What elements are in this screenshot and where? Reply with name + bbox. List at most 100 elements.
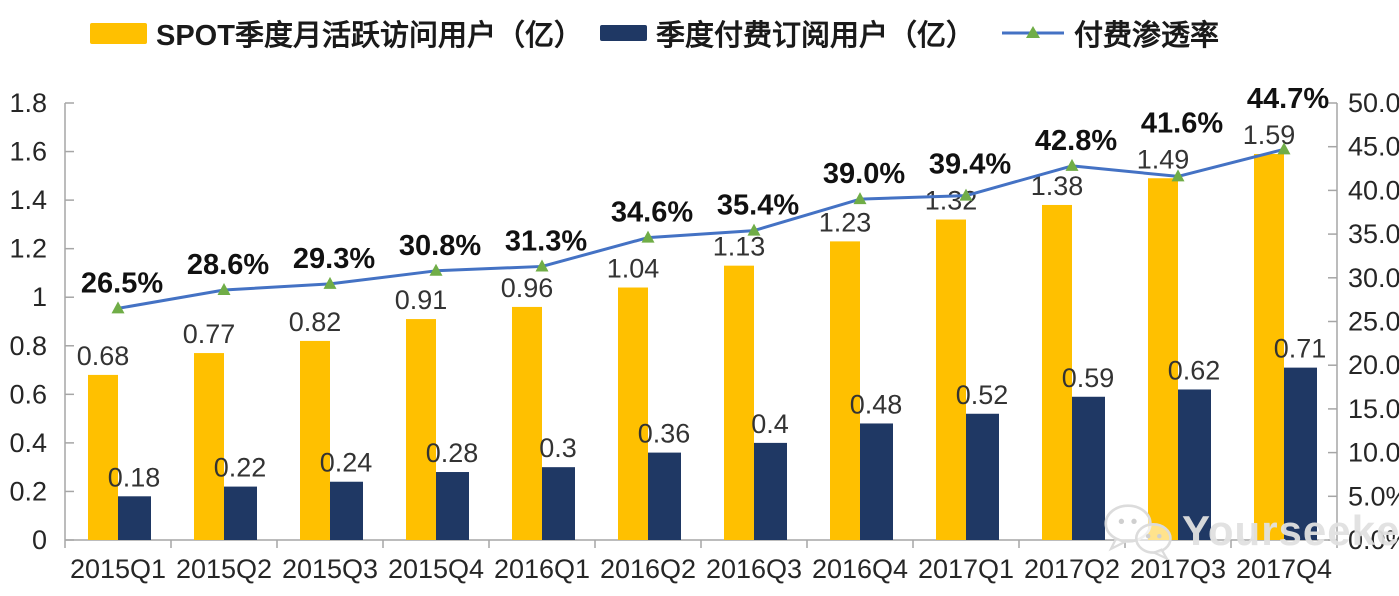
legend-line-marker-icon (1002, 26, 1064, 38)
legend-swatch-mau-icon (90, 22, 147, 44)
bar-label-subs: 0.3 (539, 433, 577, 463)
bar-subs-2015Q1 (118, 496, 151, 540)
legend-swatch-subs-icon (600, 25, 647, 41)
bar-mau-2016Q3 (724, 265, 754, 540)
x-axis-label: 2017Q4 (1236, 554, 1332, 584)
bar-mau-2017Q3 (1148, 178, 1178, 540)
right-axis-tick-label: 15.0% (1348, 394, 1399, 424)
line-marker-icon (323, 276, 337, 289)
x-axis-label: 2016Q3 (706, 554, 802, 584)
bar-subs-2017Q4 (1284, 367, 1317, 540)
legend-item-subs: 季度付费订阅用户（亿） (600, 16, 975, 52)
percent-label: 39.0% (823, 158, 905, 190)
bar-label-mau: 1.13 (713, 232, 766, 262)
bar-mau-2015Q1 (88, 374, 118, 540)
left-axis-tick-label: 1.6 (9, 137, 47, 167)
line-marker-icon (747, 223, 761, 236)
x-axis-label: 2015Q1 (70, 554, 166, 584)
legend-item-penetration: 付费渗透率 (1001, 16, 1219, 52)
legend-label-penetration: 付费渗透率 (1074, 20, 1220, 52)
line-marker-icon (1277, 142, 1291, 155)
x-axis-label: 2015Q4 (388, 554, 484, 584)
x-axis-label: 2017Q2 (1024, 554, 1120, 584)
right-axis-tick-label: 5.0% (1348, 481, 1399, 511)
x-axis-label: 2017Q3 (1130, 554, 1226, 584)
line-marker-icon (535, 259, 549, 272)
line-marker-icon (217, 283, 231, 296)
left-axis-tick-label: 1.8 (9, 88, 47, 118)
bar-subs-2016Q1 (542, 467, 575, 540)
bar-label-subs: 0.62 (1168, 355, 1221, 385)
percent-label: 42.8% (1035, 125, 1117, 157)
bar-label-subs: 0.48 (850, 389, 903, 419)
bar-label-subs: 0.24 (320, 448, 373, 478)
x-axis-label: 2016Q4 (812, 554, 908, 584)
percent-label: 41.6% (1141, 107, 1223, 139)
left-axis-tick-label: 0 (32, 525, 47, 555)
bar-mau-2015Q3 (300, 340, 330, 540)
bar-label-subs: 0.59 (1062, 363, 1115, 393)
bar-label-mau: 1.23 (819, 207, 872, 237)
bar-mau-2016Q4 (830, 241, 860, 540)
bar-subs-2016Q3 (754, 442, 787, 540)
left-axis-tick-label: 1 (32, 282, 47, 312)
bar-subs-2015Q4 (436, 472, 469, 540)
bar-label-subs: 0.18 (108, 462, 161, 492)
bar-mau-2016Q2 (618, 287, 648, 540)
bar-subs-2016Q4 (860, 423, 893, 540)
right-axis-tick-label: 10.0% (1348, 438, 1399, 468)
right-axis-tick-label: 30.0% (1348, 263, 1399, 293)
percent-label: 26.5% (81, 267, 163, 299)
bar-subs-2016Q2 (648, 452, 681, 540)
percent-label: 34.6% (611, 197, 693, 229)
left-axis-tick-label: 1.4 (9, 185, 47, 215)
bar-label-mau: 1.59 (1243, 120, 1296, 150)
left-axis-tick-label: 0.2 (9, 476, 47, 506)
bar-label-mau: 0.91 (395, 285, 448, 315)
percent-label: 44.7% (1247, 83, 1329, 115)
bar-subs-2017Q1 (966, 413, 999, 540)
right-axis-tick-label: 50.0% (1348, 88, 1399, 118)
bar-label-subs: 0.71 (1274, 334, 1327, 364)
bar-label-mau: 0.82 (289, 307, 342, 337)
x-axis-label: 2015Q3 (282, 554, 378, 584)
percent-label: 35.4% (717, 190, 799, 222)
bar-mau-2015Q2 (194, 353, 224, 540)
bar-subs-2017Q2 (1072, 396, 1105, 540)
bar-subs-2017Q3 (1178, 389, 1211, 540)
line-marker-icon (111, 301, 125, 314)
legend-item-mau: SPOT季度月活跃访问用户（亿） (90, 16, 583, 52)
left-axis-tick-label: 0.6 (9, 379, 47, 409)
bar-label-subs: 0.22 (214, 453, 267, 483)
right-axis-tick-label: 35.0% (1348, 219, 1399, 249)
left-axis-tick-label: 0.4 (9, 428, 47, 458)
bar-subs-2015Q2 (224, 486, 257, 540)
line-marker-icon (641, 230, 655, 243)
bar-label-subs: 0.4 (751, 409, 789, 439)
bar-label-subs: 0.52 (956, 380, 1009, 410)
x-axis-label: 2016Q2 (600, 554, 696, 584)
bar-label-mau: 0.96 (501, 273, 554, 303)
right-axis-tick-label: 45.0% (1348, 132, 1399, 162)
line-marker-icon (853, 192, 867, 205)
legend-label-subs: 季度付费订阅用户（亿） (656, 20, 976, 52)
bar-mau-2015Q4 (406, 319, 436, 540)
bar-label-mau: 0.68 (77, 341, 130, 371)
legend-label-mau: SPOT季度月活跃访问用户（亿） (156, 20, 583, 52)
left-axis-tick-label: 1.2 (9, 234, 47, 264)
bar-label-subs: 0.36 (638, 419, 691, 449)
percent-label: 29.3% (293, 243, 375, 275)
bar-mau-2016Q1 (512, 306, 542, 540)
percent-label: 28.6% (187, 249, 269, 281)
percent-label: 31.3% (505, 225, 587, 257)
percent-label: 30.8% (399, 230, 481, 262)
x-axis-label: 2017Q1 (918, 554, 1014, 584)
bar-mau-2017Q2 (1042, 204, 1072, 540)
percent-label: 39.4% (929, 149, 1011, 181)
bar-label-mau: 1.04 (607, 254, 660, 284)
right-axis-tick-label: 20.0% (1348, 350, 1399, 380)
right-axis-tick-label: 40.0% (1348, 175, 1399, 205)
bar-label-subs: 0.28 (426, 438, 479, 468)
